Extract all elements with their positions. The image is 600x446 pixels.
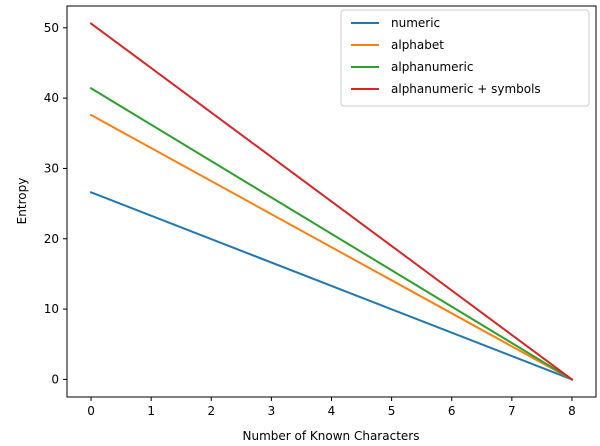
- x-tick-label: 8: [568, 404, 576, 418]
- x-tick-label: 5: [388, 404, 396, 418]
- x-tick-label: 1: [147, 404, 155, 418]
- x-tick-label: 7: [508, 404, 516, 418]
- legend-box: [340, 9, 590, 107]
- y-axis-ticks: 0 10 20 30 40 50: [44, 21, 67, 386]
- legend-label-1: alphabet: [391, 38, 444, 52]
- x-axis-ticks: 0 1 2 3 4 5 6 7 8: [87, 397, 576, 418]
- series-layer: [89, 22, 574, 381]
- y-tick-label: 10: [44, 302, 59, 316]
- series-line-2: [89, 86, 574, 381]
- legend-label-3: alphanumeric + symbols: [391, 82, 541, 96]
- legend-label-0: numeric: [391, 16, 440, 30]
- legend: numeric alphabet alphanumeric alphanumeric …: [340, 9, 590, 107]
- x-tick-label: 3: [268, 404, 276, 418]
- y-tick-label: 40: [44, 91, 59, 105]
- series-line-1: [89, 113, 574, 381]
- y-axis-label: Entropy: [15, 178, 29, 225]
- x-axis-label: Number of Known Characters: [243, 429, 420, 443]
- y-tick-label: 20: [44, 232, 59, 246]
- series-line-0: [89, 191, 574, 381]
- x-tick-label: 0: [87, 404, 95, 418]
- legend-label-2: alphanumeric: [391, 60, 473, 74]
- y-tick-label: 0: [51, 372, 59, 386]
- y-tick-label: 30: [44, 161, 59, 175]
- x-tick-label: 2: [207, 404, 215, 418]
- y-tick-label: 50: [44, 21, 59, 35]
- x-tick-label: 6: [448, 404, 456, 418]
- series-line-3: [89, 22, 574, 381]
- x-tick-label: 4: [328, 404, 336, 418]
